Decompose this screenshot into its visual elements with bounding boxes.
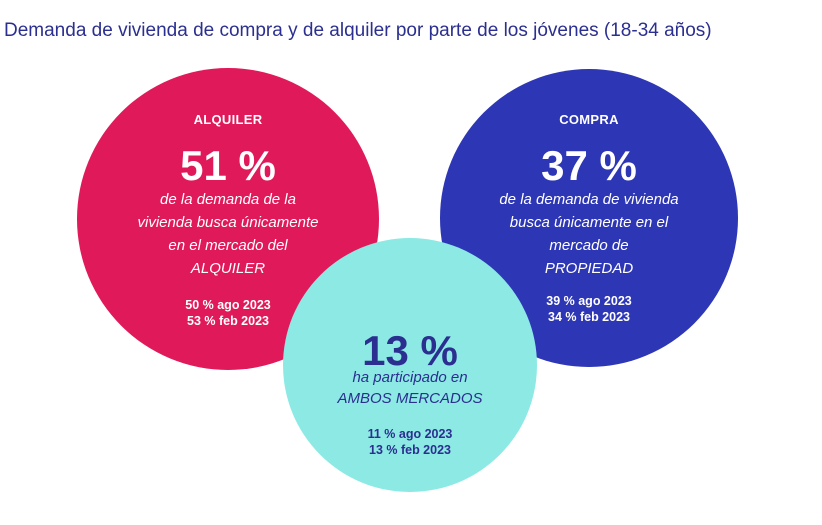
rent-description: de la demanda de la vivienda busca única… [77,188,379,280]
buy-history: 39 % ago 2023 34 % feb 2023 [440,293,738,325]
buy-history-item: 34 % feb 2023 [548,310,630,324]
both-desc-line: AMBOS MERCADOS [337,390,483,407]
rent-label: ALQUILER [193,112,263,127]
buy-percent: 37 % [541,142,637,189]
rent-desc-line: de la demanda de la [160,191,296,208]
page-title: Demanda de vivienda de compra y de alqui… [4,20,712,41]
both-desc-line: ha participado en [352,369,468,386]
rent-desc-line: ALQUILER [190,260,266,277]
rent-desc-line: vivienda busca únicamente [137,214,319,231]
rent-history-item: 53 % feb 2023 [187,314,269,328]
buy-desc-line: busca únicamente en el [509,214,669,231]
buy-label: COMPRA [559,112,619,127]
buy-desc-line: PROPIEDAD [544,260,634,277]
buy-history-item: 39 % ago 2023 [546,294,632,308]
rent-percent: 51 % [180,142,276,189]
buy-desc-line: de la demanda de vivienda [499,191,679,208]
both-description: ha participado en AMBOS MERCADOS [283,367,537,409]
both-percent: 13 % [362,327,458,374]
both-history: 11 % ago 2023 13 % feb 2023 [283,426,537,458]
both-history-item: 11 % ago 2023 [367,427,453,441]
both-history-item: 13 % feb 2023 [369,443,451,457]
rent-history: 50 % ago 2023 53 % feb 2023 [77,297,379,329]
buy-circle: COMPRA 37 % de la demanda de vivienda bu… [440,69,738,367]
rent-history-item: 50 % ago 2023 [185,298,271,312]
buy-description: de la demanda de vivienda busca únicamen… [440,188,738,280]
rent-desc-line: en el mercado del [168,237,288,254]
buy-desc-line: mercado de [549,237,629,254]
both-markets-circle: 13 % ha participado en AMBOS MERCADOS 11… [283,238,537,492]
rent-circle: ALQUILER 51 % de la demanda de la vivien… [77,68,379,370]
